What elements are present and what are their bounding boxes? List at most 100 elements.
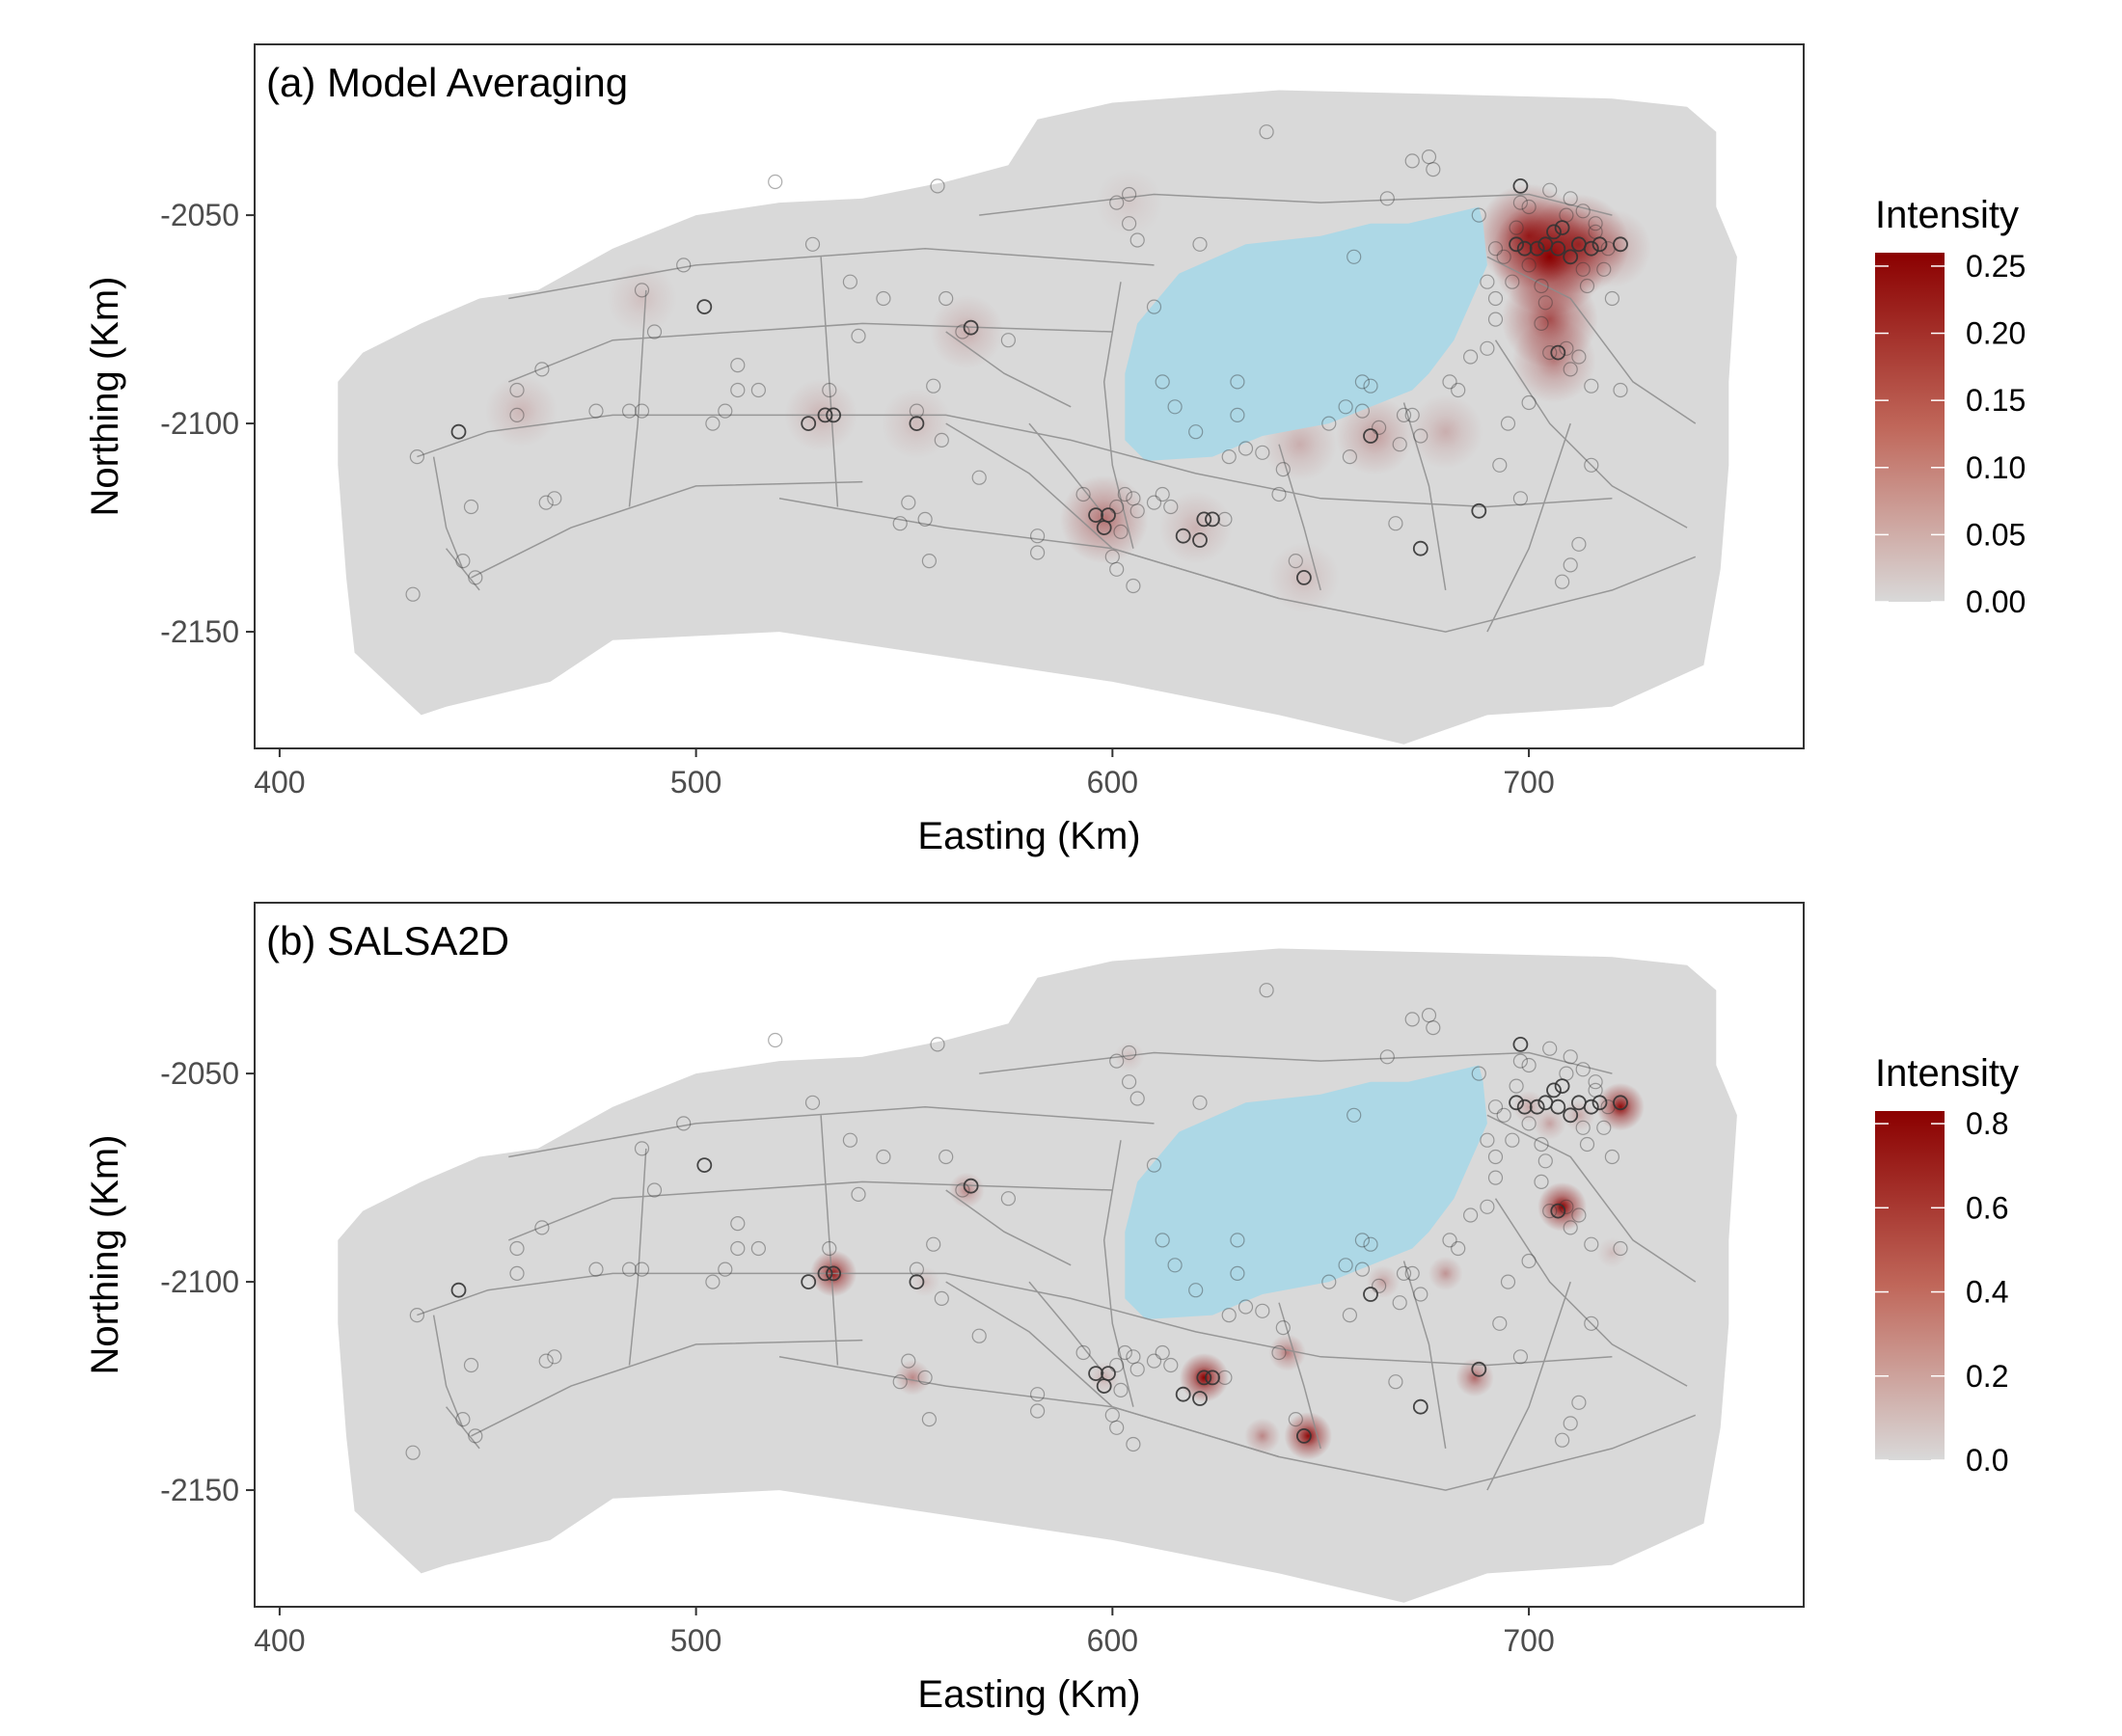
observation-point	[1075, 1344, 1091, 1361]
observation-point	[1613, 236, 1628, 253]
road-line	[417, 414, 1613, 508]
observation-point	[509, 1265, 525, 1282]
observation-point	[1505, 274, 1520, 289]
observation-point	[1559, 1199, 1574, 1214]
observation-point	[538, 495, 554, 510]
observation-point	[409, 1307, 424, 1323]
legend-label: 0.0	[1966, 1443, 2008, 1478]
observation-point	[1412, 1398, 1428, 1415]
observation-point	[1512, 1053, 1529, 1069]
road-line	[471, 1339, 863, 1437]
y-axis-title: Northing (Km)	[84, 277, 126, 517]
observation-point	[1175, 1386, 1191, 1402]
observation-point	[930, 1037, 945, 1052]
observation-point	[718, 1261, 733, 1277]
observation-point	[955, 324, 970, 339]
observation-point	[1113, 524, 1129, 540]
observation-point	[1500, 1274, 1516, 1289]
observation-point	[1392, 1295, 1407, 1311]
intensity-hotspot	[1512, 1090, 1545, 1124]
observation-point	[1167, 1258, 1183, 1273]
observation-point	[1075, 486, 1091, 502]
observation-point	[1388, 1374, 1403, 1390]
y-axis: -2050 -2100 -2150	[160, 1056, 255, 1507]
observation-point	[1542, 345, 1558, 361]
observation-point	[705, 1274, 721, 1289]
observation-point	[1426, 1019, 1441, 1036]
observation-point	[1121, 1074, 1137, 1090]
observation-point	[1029, 1387, 1046, 1402]
observation-point	[1109, 195, 1125, 210]
road-network	[417, 1051, 1697, 1491]
observation-point	[1129, 1091, 1145, 1106]
observation-point	[1371, 420, 1387, 435]
x-axis: 400 500 600 700	[254, 748, 1555, 800]
observation-point	[817, 407, 833, 423]
observation-point	[1000, 1191, 1017, 1207]
observation-point	[676, 258, 692, 273]
observation-point	[1230, 1265, 1245, 1282]
road-line	[628, 289, 647, 507]
intensity-legend: Intensity 0.0 0.2 0.4 0.6 0.8	[1875, 1052, 2019, 1478]
observation-point	[621, 1261, 638, 1277]
observation-point	[1534, 278, 1549, 294]
observation-point	[1396, 1265, 1412, 1282]
observation-point	[1563, 1220, 1578, 1235]
observation-point	[1029, 1403, 1046, 1419]
observation-point	[534, 362, 550, 377]
observation-point	[1480, 340, 1495, 356]
observation-points	[405, 124, 1628, 602]
observation-point	[1584, 1236, 1599, 1252]
observation-point	[1101, 1366, 1116, 1381]
observation-point	[450, 423, 467, 440]
observation-point	[901, 1353, 916, 1369]
legend-title: Intensity	[1875, 194, 2019, 236]
observation-point	[1592, 236, 1608, 253]
observation-point	[963, 319, 979, 336]
observation-point	[921, 553, 938, 569]
observation-point	[926, 378, 941, 393]
observation-point	[1192, 1391, 1208, 1406]
observation-point	[718, 403, 733, 419]
observation-point	[1509, 1078, 1524, 1094]
observation-point	[1217, 1370, 1233, 1386]
observation-point	[1550, 1203, 1566, 1219]
observation-point	[804, 1095, 821, 1110]
observation-point	[1563, 362, 1578, 377]
observation-point	[1588, 216, 1603, 231]
observation-point	[1109, 499, 1125, 515]
observation-point	[1512, 1037, 1529, 1052]
observation-point	[1104, 549, 1120, 564]
y-tick-label: -2150	[160, 614, 239, 649]
observation-point	[1259, 124, 1274, 140]
observation-point	[1129, 232, 1145, 248]
observation-point	[1563, 1049, 1578, 1065]
observation-point	[1509, 236, 1524, 253]
observation-point	[1404, 1012, 1420, 1027]
legend-title: Intensity	[1875, 1052, 2019, 1095]
road-line	[979, 1051, 1613, 1074]
observation-point	[1155, 1344, 1170, 1361]
observation-point	[1575, 1120, 1591, 1135]
observation-point	[1217, 511, 1233, 528]
road-line	[820, 257, 839, 507]
observation-point	[1516, 240, 1533, 257]
observation-point	[1571, 1395, 1587, 1410]
observation-point	[1492, 457, 1508, 473]
observation-point	[1559, 1066, 1574, 1081]
observation-point	[1192, 532, 1208, 548]
intensity-hotspot	[1596, 1237, 1628, 1268]
observation-point	[1487, 1170, 1504, 1185]
observation-point	[547, 1349, 562, 1365]
observation-point	[1388, 516, 1403, 531]
x-axis-title: Easting (Km)	[917, 815, 1140, 857]
observation-point	[1121, 186, 1137, 203]
observation-point	[1129, 1362, 1145, 1377]
observation-point	[1521, 1253, 1537, 1269]
observation-point	[1029, 545, 1046, 560]
road-line	[945, 331, 1072, 408]
observation-point	[851, 1186, 866, 1203]
road-line	[432, 1315, 464, 1428]
observation-point	[909, 403, 925, 419]
legend-label: 0.05	[1966, 517, 2026, 552]
